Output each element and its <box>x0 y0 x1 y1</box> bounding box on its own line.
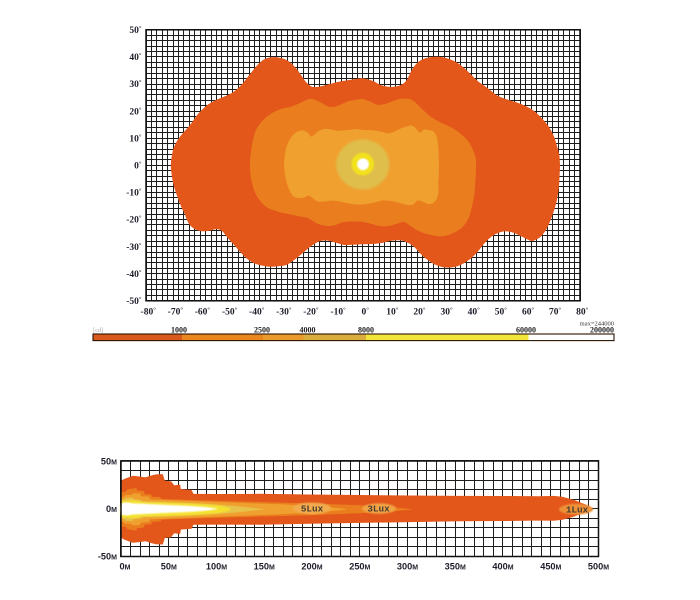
svg-text:-10°: -10° <box>330 307 346 318</box>
svg-text:1Lux: 1Lux <box>566 504 589 515</box>
svg-text:-10°: -10° <box>126 188 142 199</box>
svg-text:200000: 200000 <box>590 326 614 335</box>
svg-text:-30°: -30° <box>126 242 142 253</box>
svg-text:-70°: -70° <box>168 307 184 318</box>
svg-text:60000: 60000 <box>516 326 536 335</box>
svg-text:-40°: -40° <box>126 269 142 280</box>
svg-text:-40°: -40° <box>249 307 265 318</box>
svg-text:60°: 60° <box>522 307 535 318</box>
svg-text:-20°: -20° <box>303 307 319 318</box>
svg-text:0M: 0M <box>106 504 117 514</box>
svg-text:400M: 400M <box>492 562 513 572</box>
svg-text:20°: 20° <box>413 307 426 318</box>
svg-text:70°: 70° <box>549 307 562 318</box>
svg-text:40°: 40° <box>129 52 142 63</box>
svg-text:3Lux: 3Lux <box>367 503 390 514</box>
svg-text:50°: 50° <box>495 307 508 318</box>
svg-text:200M: 200M <box>301 562 322 572</box>
svg-text:-50M: -50M <box>98 552 117 562</box>
svg-text:500M: 500M <box>588 562 609 572</box>
svg-text:0M: 0M <box>120 562 131 572</box>
svg-text:10°: 10° <box>386 307 399 318</box>
svg-text:350M: 350M <box>445 562 466 572</box>
svg-text:1000: 1000 <box>171 326 187 335</box>
svg-text:50°: 50° <box>129 25 142 36</box>
svg-text:50M: 50M <box>101 457 117 467</box>
svg-text:80°: 80° <box>576 307 589 318</box>
svg-text:[cd]: [cd] <box>93 327 103 334</box>
svg-text:150M: 150M <box>254 562 275 572</box>
svg-text:4000: 4000 <box>300 326 316 335</box>
svg-text:10°: 10° <box>129 133 142 144</box>
svg-text:40°: 40° <box>468 307 481 318</box>
svg-text:8000: 8000 <box>358 326 374 335</box>
svg-text:2500: 2500 <box>254 326 270 335</box>
svg-text:300M: 300M <box>397 562 418 572</box>
svg-text:30°: 30° <box>441 307 454 318</box>
svg-text:-20°: -20° <box>126 215 142 226</box>
svg-text:-60°: -60° <box>195 307 211 318</box>
svg-text:30°: 30° <box>129 79 142 90</box>
svg-text:-80°: -80° <box>141 307 157 318</box>
svg-text:max=244000: max=244000 <box>580 321 614 328</box>
svg-text:250M: 250M <box>349 562 370 572</box>
svg-text:0°: 0° <box>362 307 370 318</box>
svg-text:-50°: -50° <box>222 307 238 318</box>
svg-text:100M: 100M <box>206 562 227 572</box>
svg-text:0°: 0° <box>134 161 142 172</box>
svg-text:50M: 50M <box>161 562 177 572</box>
svg-text:20°: 20° <box>129 106 142 117</box>
svg-text:5Lux: 5Lux <box>301 503 324 514</box>
svg-text:-30°: -30° <box>276 307 292 318</box>
svg-text:450M: 450M <box>540 562 561 572</box>
svg-text:-50°: -50° <box>126 296 142 307</box>
